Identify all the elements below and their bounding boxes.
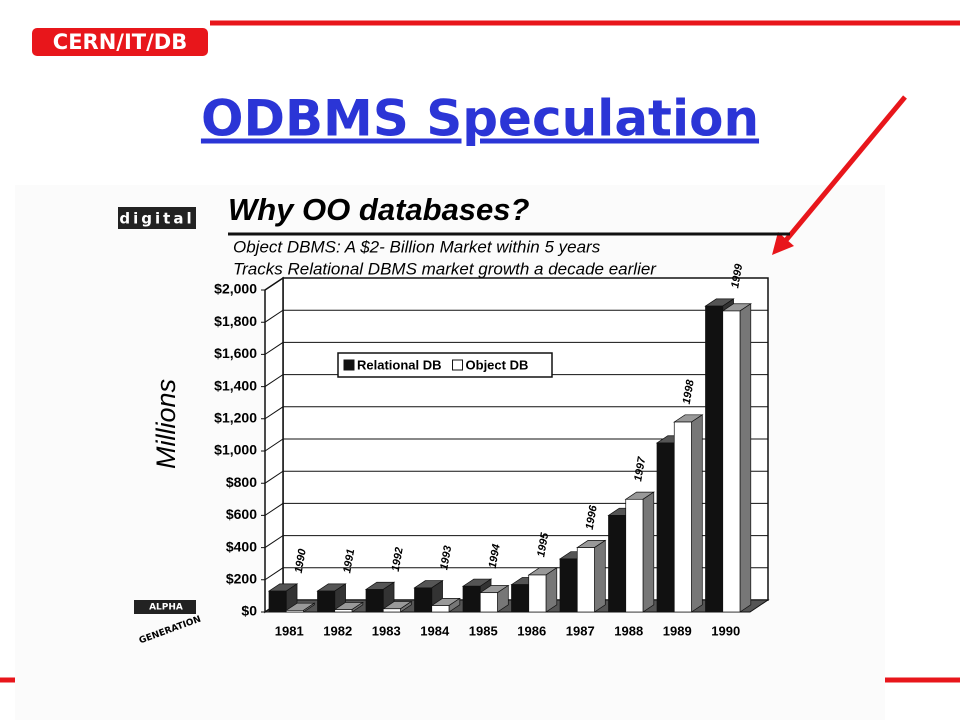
grid-line [261, 406, 768, 420]
y-tick-label: $1,000 [214, 442, 257, 458]
logo: digital [119, 210, 194, 228]
badge-box [32, 28, 208, 56]
bar-side [642, 491, 655, 613]
bar [559, 558, 578, 613]
subtitle: Object DBMS: A $2- Billion Market within… [233, 237, 601, 256]
x-tick-label: 1983 [372, 623, 401, 638]
y-tick-label: $600 [226, 506, 257, 522]
x-tick-label: 1986 [517, 623, 546, 638]
y-tick-label: $1,600 [214, 345, 257, 361]
badge: CERN/IT/DB [53, 30, 187, 54]
footer-logo-box [134, 600, 196, 614]
bar-side [594, 539, 606, 613]
chart-title: Why OO databases? [228, 192, 530, 227]
bar [722, 310, 741, 613]
grid-line [261, 502, 768, 516]
bar [673, 421, 692, 613]
x-tick-label: 1985 [469, 623, 498, 638]
grid-line [261, 535, 768, 549]
bar [334, 609, 353, 613]
x-tick-label: 1987 [566, 623, 595, 638]
logo-box [118, 207, 196, 229]
legend-swatch [343, 359, 355, 371]
bar-side [545, 567, 558, 613]
year-annotation: 1997 [632, 455, 648, 482]
bar [705, 305, 724, 613]
bar [462, 585, 481, 613]
bar [382, 608, 401, 613]
y-tick-label: $400 [226, 538, 257, 554]
x-tick-label: 1982 [323, 623, 352, 638]
year-annotation: 1994 [487, 543, 503, 569]
bar [656, 442, 675, 613]
bar [431, 605, 450, 613]
plot: $0 $200 $400 $600 $800 $1,000 $1,200 $1,400 $1,6… [214, 262, 770, 638]
grid-line [261, 567, 768, 581]
year-annotation: 1991 [341, 548, 357, 574]
x-tick-label: 1988 [614, 623, 643, 638]
grid-line [261, 438, 768, 452]
y-tick-label: $2,000 [214, 281, 257, 297]
y-tick-label: $0 [241, 603, 257, 619]
year-annotation: 1993 [438, 545, 454, 571]
arrow-head [772, 232, 794, 255]
bar [528, 574, 547, 613]
y-tick-label: $1,800 [214, 313, 257, 329]
year-annotation: 1995 [535, 531, 551, 558]
x-tick-label: 1981 [275, 623, 304, 638]
grid-line [261, 277, 768, 291]
bar [479, 592, 498, 613]
bar [625, 498, 644, 613]
year-annotation: 1992 [390, 546, 406, 572]
legend-label: Relational DB [357, 357, 442, 372]
subtitle: Tracks Relational DBMS market growth a d… [233, 259, 657, 278]
bar-side [691, 414, 703, 613]
x-tick-label: 1990 [711, 623, 740, 638]
bar [414, 587, 433, 613]
y-tick-label: $1,200 [214, 410, 257, 426]
grid-line [261, 470, 768, 484]
bar [576, 547, 595, 613]
bar [511, 584, 530, 613]
arrow [780, 95, 907, 247]
y-tick-label: $200 [226, 571, 257, 587]
year-annotation: 1990 [293, 547, 309, 574]
year-annotation: 1996 [584, 504, 600, 531]
grid-line [261, 309, 768, 323]
bar [268, 590, 287, 613]
year-annotation: 1999 [729, 262, 745, 289]
slide-title: ODBMS Speculation [201, 90, 759, 148]
x-tick-label: 1984 [420, 623, 450, 638]
legend-label: Object DB [466, 357, 529, 372]
footer-logo: ALPHA [149, 603, 183, 613]
legend-box [337, 352, 553, 378]
bar [317, 590, 336, 613]
y-axis-label: Millions [151, 379, 181, 469]
y-tick-label: $1,400 [214, 377, 257, 393]
y-tick-label: $800 [226, 474, 257, 490]
year-annotation: 1998 [681, 378, 697, 405]
bar [365, 589, 384, 613]
grid-line [261, 341, 768, 355]
legend-swatch [452, 359, 464, 371]
bar-side [739, 303, 752, 613]
bar [608, 515, 627, 613]
x-tick-label: 1989 [663, 623, 692, 638]
bar [285, 610, 304, 613]
